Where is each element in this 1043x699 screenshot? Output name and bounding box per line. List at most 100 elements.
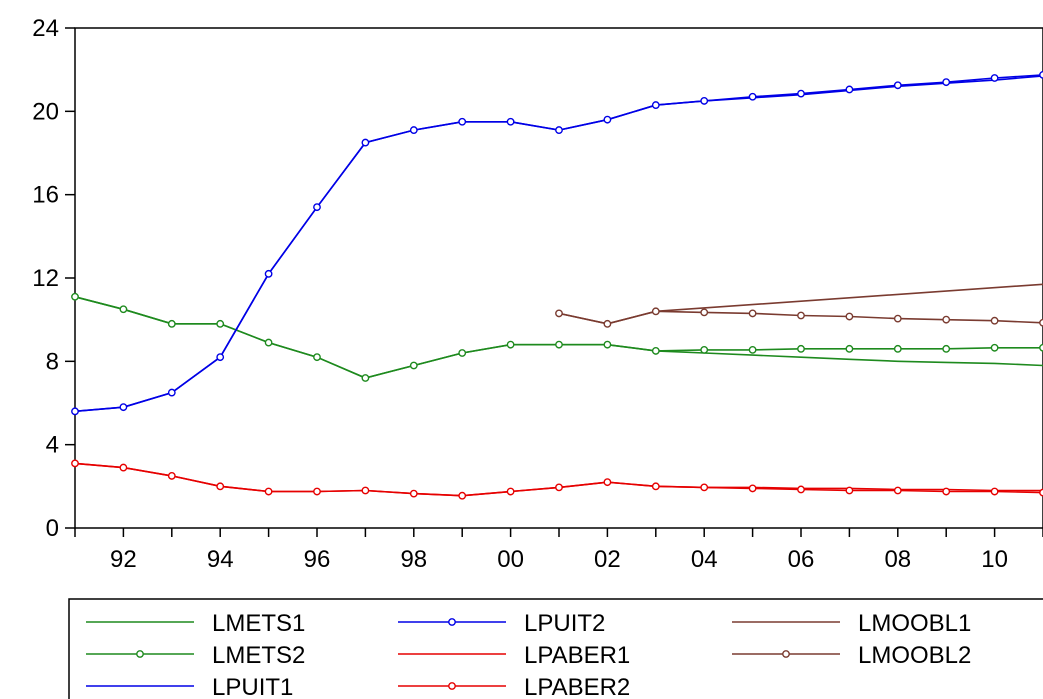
x-tick-label: 98 bbox=[400, 546, 427, 573]
data-point-lmets2 bbox=[893, 344, 902, 353]
data-point-lmets2 bbox=[361, 374, 370, 382]
data-point-lpaber2 bbox=[651, 482, 660, 491]
x-tick-label: 02 bbox=[594, 546, 621, 573]
legend-label-lpuit1: LPUIT1 bbox=[212, 674, 293, 699]
data-point-lpaber2 bbox=[845, 486, 854, 495]
data-point-lmets2 bbox=[555, 340, 563, 349]
x-tick-label: 04 bbox=[691, 546, 718, 573]
data-point-lmets2 bbox=[990, 343, 999, 352]
data-point-lpaber2 bbox=[555, 483, 563, 492]
y-tick-label: 20 bbox=[32, 98, 59, 125]
data-point-lpuit2 bbox=[603, 115, 612, 124]
data-point-lmoobl2 bbox=[651, 307, 660, 316]
data-point-lmets2 bbox=[216, 319, 225, 328]
data-point-lpaber2 bbox=[71, 459, 79, 468]
data-point-lmets2 bbox=[458, 349, 467, 357]
data-point-lpaber2 bbox=[361, 486, 370, 495]
data-point-lpuit2 bbox=[458, 117, 467, 126]
data-point-lmets2 bbox=[313, 353, 321, 362]
data-point-lpuit2 bbox=[409, 126, 418, 134]
data-point-lpaber2 bbox=[167, 472, 176, 480]
data-point-lmoobl2 bbox=[942, 315, 951, 324]
data-point-lpuit2 bbox=[748, 92, 757, 101]
data-point-lmets2 bbox=[264, 338, 273, 347]
data-point-lmoobl2 bbox=[797, 311, 805, 320]
series-line-lmets1 bbox=[74, 296, 1043, 379]
data-point-lmoobl2 bbox=[990, 316, 999, 325]
data-point-lpuit2 bbox=[1039, 70, 1043, 79]
data-point-lmets2 bbox=[942, 344, 951, 353]
data-point-lmoobl2 bbox=[845, 312, 854, 321]
data-point-lmets2 bbox=[651, 347, 660, 355]
data-point-lpaber2 bbox=[748, 484, 757, 493]
legend-label-lmets2: LMETS2 bbox=[212, 642, 305, 669]
y-axis: 0 4 8 12 16 20 24 bbox=[32, 15, 75, 542]
x-tick-label: 06 bbox=[788, 546, 815, 573]
legend-marker-lmoobl2 bbox=[782, 650, 790, 658]
data-point-lmets2 bbox=[845, 344, 854, 353]
data-point-lpaber2 bbox=[1039, 488, 1043, 497]
y-tick-label: 4 bbox=[46, 432, 59, 459]
data-point-lpaber2 bbox=[700, 483, 709, 492]
data-point-lpaber2 bbox=[216, 482, 225, 491]
data-point-lpaber2 bbox=[264, 487, 273, 496]
data-point-lpuit2 bbox=[845, 85, 854, 94]
data-point-lpaber2 bbox=[603, 478, 612, 487]
legend-marker-lmets2 bbox=[136, 650, 144, 658]
y-tick-label: 0 bbox=[46, 515, 59, 542]
data-point-lmoobl2 bbox=[555, 309, 563, 318]
data-point-lmets2 bbox=[119, 305, 128, 314]
data-point-lpaber2 bbox=[458, 491, 467, 500]
data-point-lpaber2 bbox=[797, 485, 805, 494]
data-point-lpuit2 bbox=[361, 138, 370, 147]
data-point-lmets2 bbox=[1039, 343, 1043, 352]
legend-label-lpaber1: LPABER1 bbox=[524, 642, 630, 669]
y-tick-label: 16 bbox=[32, 182, 59, 209]
data-point-lpuit2 bbox=[313, 203, 321, 212]
data-point-lmets2 bbox=[71, 292, 79, 301]
data-point-lmoobl2 bbox=[1039, 318, 1043, 327]
data-point-lpaber2 bbox=[942, 487, 951, 496]
data-point-lpaber2 bbox=[506, 487, 515, 496]
data-point-lpuit2 bbox=[216, 353, 225, 362]
x-tick-label: 94 bbox=[207, 546, 234, 573]
series-line-lmets2 bbox=[74, 296, 1043, 379]
x-tick-label: 92 bbox=[110, 546, 137, 573]
data-point-lmoobl2 bbox=[700, 308, 709, 317]
data-point-lmoobl2 bbox=[603, 319, 612, 328]
data-point-lpuit2 bbox=[651, 101, 660, 109]
data-point-lpuit2 bbox=[167, 388, 176, 397]
series-markers bbox=[71, 70, 1043, 500]
series-lines bbox=[74, 74, 1043, 497]
data-point-lpuit2 bbox=[990, 74, 999, 82]
legend-box bbox=[68, 598, 1043, 699]
data-point-lpuit2 bbox=[700, 97, 709, 105]
data-point-lmets2 bbox=[167, 319, 176, 328]
data-point-lmets2 bbox=[409, 361, 418, 370]
x-tick-label: 96 bbox=[304, 546, 331, 573]
data-point-lmets2 bbox=[603, 340, 612, 349]
x-tick-label: 00 bbox=[497, 546, 524, 573]
data-point-lpuit2 bbox=[797, 89, 805, 98]
x-axis: 92 94 96 98 00 02 04 06 08 10 bbox=[74, 528, 1043, 573]
data-point-lmoobl2 bbox=[748, 309, 757, 318]
data-point-lmets2 bbox=[506, 340, 515, 349]
x-tick-label: 08 bbox=[884, 546, 911, 573]
legend-label-lmoobl2: LMOOBL2 bbox=[858, 642, 971, 669]
data-point-lmets2 bbox=[748, 345, 757, 354]
legend-label-lmoobl1: LMOOBL1 bbox=[858, 610, 971, 637]
data-point-lpuit2 bbox=[555, 126, 563, 134]
data-point-lmets2 bbox=[797, 344, 805, 353]
data-point-lpuit2 bbox=[942, 78, 951, 87]
data-point-lpaber2 bbox=[313, 487, 321, 496]
data-point-lpuit2 bbox=[893, 81, 902, 90]
plot-frame bbox=[74, 27, 1043, 529]
data-point-lpuit2 bbox=[264, 269, 273, 278]
y-tick-label: 24 bbox=[32, 15, 59, 42]
data-point-lpuit2 bbox=[71, 407, 79, 416]
legend-label-lpaber2: LPABER2 bbox=[524, 674, 630, 699]
data-point-lpaber2 bbox=[990, 487, 999, 496]
x-tick-label: 10 bbox=[981, 546, 1008, 573]
legend-marker-lpaber2 bbox=[448, 682, 456, 690]
data-point-lpaber2 bbox=[893, 486, 902, 495]
